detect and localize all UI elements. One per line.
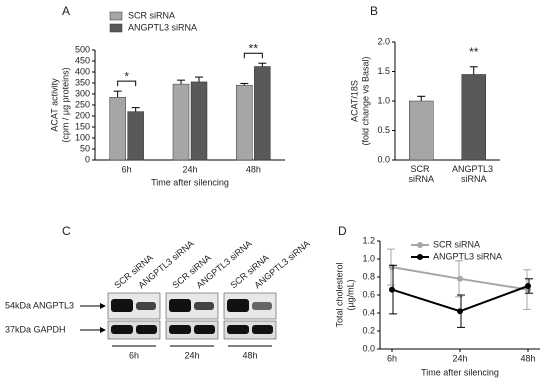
x-tick-label: 48h	[246, 164, 261, 174]
y-tick-label: 0.4	[362, 307, 375, 317]
band	[111, 325, 133, 334]
row-arrowhead	[100, 327, 106, 333]
x-axis-title: Time after silencing	[421, 367, 499, 377]
legend-swatch	[109, 23, 123, 33]
band	[169, 299, 191, 312]
legend-label: ANGPTL3 siRNA	[128, 22, 197, 32]
y-axis-title: ACAT activity	[49, 78, 59, 132]
y-tick-label: 250	[75, 99, 90, 109]
band	[252, 325, 273, 334]
band	[136, 325, 157, 334]
y-axis-title: Total cholesterol	[334, 262, 344, 327]
y-tick-label: 150	[75, 121, 90, 131]
y-tick-label: 0.6	[362, 289, 375, 299]
y-tick-label: 1.0	[362, 253, 375, 263]
y-axis-title: ACAT/18S	[349, 80, 359, 122]
x-tick-label: 6h	[387, 353, 397, 363]
band	[111, 299, 133, 312]
x-axis-title: Time after silencing	[151, 177, 229, 187]
band	[227, 299, 249, 312]
significance-bracket	[243, 52, 263, 59]
y-tick-label: 0	[85, 154, 90, 164]
time-label: 6h	[129, 350, 139, 360]
band	[169, 325, 191, 334]
bar	[236, 84, 253, 161]
x-tick-label: SCR siRNA	[408, 164, 434, 184]
panel-label: C	[62, 224, 71, 238]
band	[194, 302, 214, 310]
y-tick-label: 500	[75, 44, 90, 54]
band	[227, 325, 249, 334]
point	[457, 275, 463, 282]
bar	[461, 74, 486, 161]
point	[457, 308, 463, 315]
band	[194, 325, 215, 334]
legend-label: SCR siRNA	[128, 10, 175, 20]
y-tick-label: 350	[75, 77, 90, 87]
legend-swatch	[109, 11, 123, 21]
legend-swatch	[417, 242, 423, 248]
x-tick-label: 48h	[520, 353, 535, 363]
line	[391, 285, 529, 313]
y-tick-label: 2.0	[377, 36, 390, 46]
bar	[127, 111, 144, 161]
y-tick-label: 1.0	[377, 95, 390, 105]
bar	[409, 100, 434, 161]
legend-label: SCR siRNA	[433, 239, 480, 249]
y-tick-label: 0.5	[377, 125, 390, 135]
y-tick-label: 400	[75, 66, 90, 76]
y-tick-label: 0.2	[362, 325, 375, 335]
bar	[172, 83, 190, 161]
significance-bracket	[117, 80, 137, 87]
y-axis-title: (cpm / µg proteins)	[60, 67, 70, 142]
bar	[190, 81, 208, 161]
y-tick-label: 100	[75, 132, 90, 142]
significance-label: *	[124, 69, 129, 83]
bar	[109, 97, 126, 161]
significance-label: **	[469, 45, 479, 59]
y-tick-label: 50	[80, 143, 90, 153]
y-tick-label: 1.2	[362, 235, 375, 245]
y-tick-label: 300	[75, 88, 90, 98]
significance-label: **	[249, 41, 259, 55]
y-axis-title: (µg/mL)	[345, 279, 355, 310]
bar	[254, 66, 271, 161]
band	[252, 302, 272, 310]
band	[136, 302, 156, 310]
panel-label: A	[62, 4, 70, 18]
y-axis-title: (fold change vs Basal)	[360, 56, 370, 145]
y-tick-label: 0.0	[377, 154, 390, 164]
x-tick-label: 24h	[182, 164, 197, 174]
x-tick-label: 24h	[452, 353, 467, 363]
time-label: 24h	[184, 350, 199, 360]
x-tick-label: ANGPTL3 siRNA	[452, 164, 496, 184]
y-tick-label: 0.8	[362, 271, 375, 281]
row-arrowhead	[100, 303, 106, 309]
legend-swatch	[417, 254, 423, 260]
point	[389, 286, 395, 293]
y-tick-label: 450	[75, 55, 90, 65]
row-label: 37kDa GAPDH	[5, 324, 66, 334]
point	[525, 283, 531, 289]
legend-label: ANGPTL3 siRNA	[433, 251, 502, 261]
row-label: 54kDa ANGPTL3	[5, 300, 74, 310]
panel-label: D	[338, 224, 347, 238]
panel-label: B	[370, 4, 378, 18]
x-tick-label: 6h	[122, 164, 132, 174]
y-tick-label: 1.5	[377, 66, 390, 76]
time-label: 48h	[242, 350, 257, 360]
y-tick-label: 200	[75, 110, 90, 120]
y-tick-label: 0.0	[362, 343, 375, 353]
